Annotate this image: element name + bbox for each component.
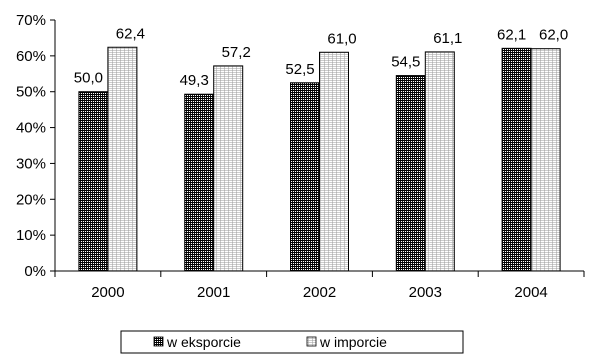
legend-swatch — [153, 336, 164, 347]
bar-export — [184, 93, 215, 272]
legend-swatch — [306, 336, 317, 347]
legend: w eksporcie w imporcie — [120, 330, 464, 354]
bar-import — [319, 51, 349, 272]
bars — [78, 46, 561, 272]
data-label: 62,4 — [116, 25, 145, 42]
x-axis: 2000 2001 2002 2003 2004 — [54, 270, 585, 301]
x-tick-label: 2004 — [514, 284, 547, 301]
y-tick-label: 50% — [16, 84, 46, 101]
data-label: 62,0 — [539, 27, 568, 44]
y-axis: 0% 10% 20% 30% 40% 50% 60% 70% — [16, 12, 56, 280]
x-tick-label: 2002 — [303, 284, 336, 301]
data-label: 62,1 — [497, 26, 526, 43]
data-label: 54,5 — [391, 54, 420, 71]
y-tick-label: 20% — [16, 191, 46, 208]
x-tick-label: 2000 — [91, 284, 124, 301]
data-label: 49,3 — [180, 72, 209, 89]
y-tick-label: 70% — [16, 12, 46, 29]
y-tick-label: 10% — [16, 227, 46, 244]
y-tick-label: 40% — [16, 120, 46, 137]
bar-import — [424, 51, 455, 272]
data-label: 61,1 — [433, 30, 462, 47]
y-tick-label: 60% — [16, 48, 46, 65]
legend-label: w eksporcie — [166, 334, 241, 350]
y-tick-label: 0% — [24, 263, 46, 280]
data-label: 52,5 — [285, 61, 314, 78]
bar-export — [290, 82, 320, 272]
bar-export — [78, 91, 109, 272]
x-tick-label: 2001 — [197, 284, 230, 301]
bar-import — [107, 46, 138, 272]
legend-box — [120, 330, 464, 354]
data-label: 61,0 — [327, 30, 356, 47]
y-tick-label: 30% — [16, 155, 46, 172]
bar-import — [530, 48, 561, 272]
bar-export — [501, 47, 532, 272]
legend-label: w imporcie — [319, 334, 387, 350]
x-tick-label: 2003 — [409, 284, 442, 301]
data-label: 50,0 — [74, 70, 103, 87]
bar-export — [395, 75, 426, 272]
bar-import — [213, 65, 244, 272]
data-label: 57,2 — [222, 44, 251, 61]
data-labels: 50,0 62,4 49,3 57,2 52,5 61,0 54,5 61,1 62,1 62,0 — [74, 25, 568, 89]
